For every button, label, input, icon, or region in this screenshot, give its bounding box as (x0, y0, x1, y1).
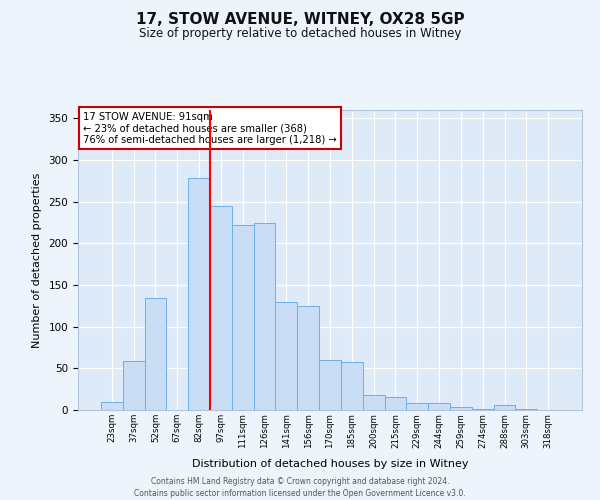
Bar (188, 178, 210, 410)
Bar (494, 405, 515, 410)
Bar (254, 222, 275, 410)
Bar (145, 298, 166, 410)
Bar (123, 361, 145, 410)
X-axis label: Distribution of detached houses by size in Witney: Distribution of detached houses by size … (192, 459, 468, 469)
Bar (450, 406, 472, 410)
Bar (341, 362, 363, 410)
Y-axis label: Number of detached properties: Number of detached properties (32, 172, 41, 348)
Bar (385, 396, 406, 410)
Bar (472, 409, 494, 410)
Bar (232, 225, 254, 410)
Text: 17, STOW AVENUE, WITNEY, OX28 5GP: 17, STOW AVENUE, WITNEY, OX28 5GP (136, 12, 464, 28)
Text: Size of property relative to detached houses in Witney: Size of property relative to detached ho… (139, 28, 461, 40)
Bar (319, 360, 341, 410)
Bar (297, 306, 319, 410)
Text: 17 STOW AVENUE: 91sqm
← 23% of detached houses are smaller (368)
76% of semi-det: 17 STOW AVENUE: 91sqm ← 23% of detached … (83, 112, 337, 144)
Bar (363, 395, 385, 410)
Bar (210, 206, 232, 410)
Bar (275, 302, 297, 410)
Text: Contains HM Land Registry data © Crown copyright and database right 2024.
Contai: Contains HM Land Registry data © Crown c… (134, 476, 466, 498)
Bar (515, 409, 537, 410)
Bar (406, 402, 428, 410)
Bar (428, 402, 450, 410)
Bar (101, 402, 123, 410)
